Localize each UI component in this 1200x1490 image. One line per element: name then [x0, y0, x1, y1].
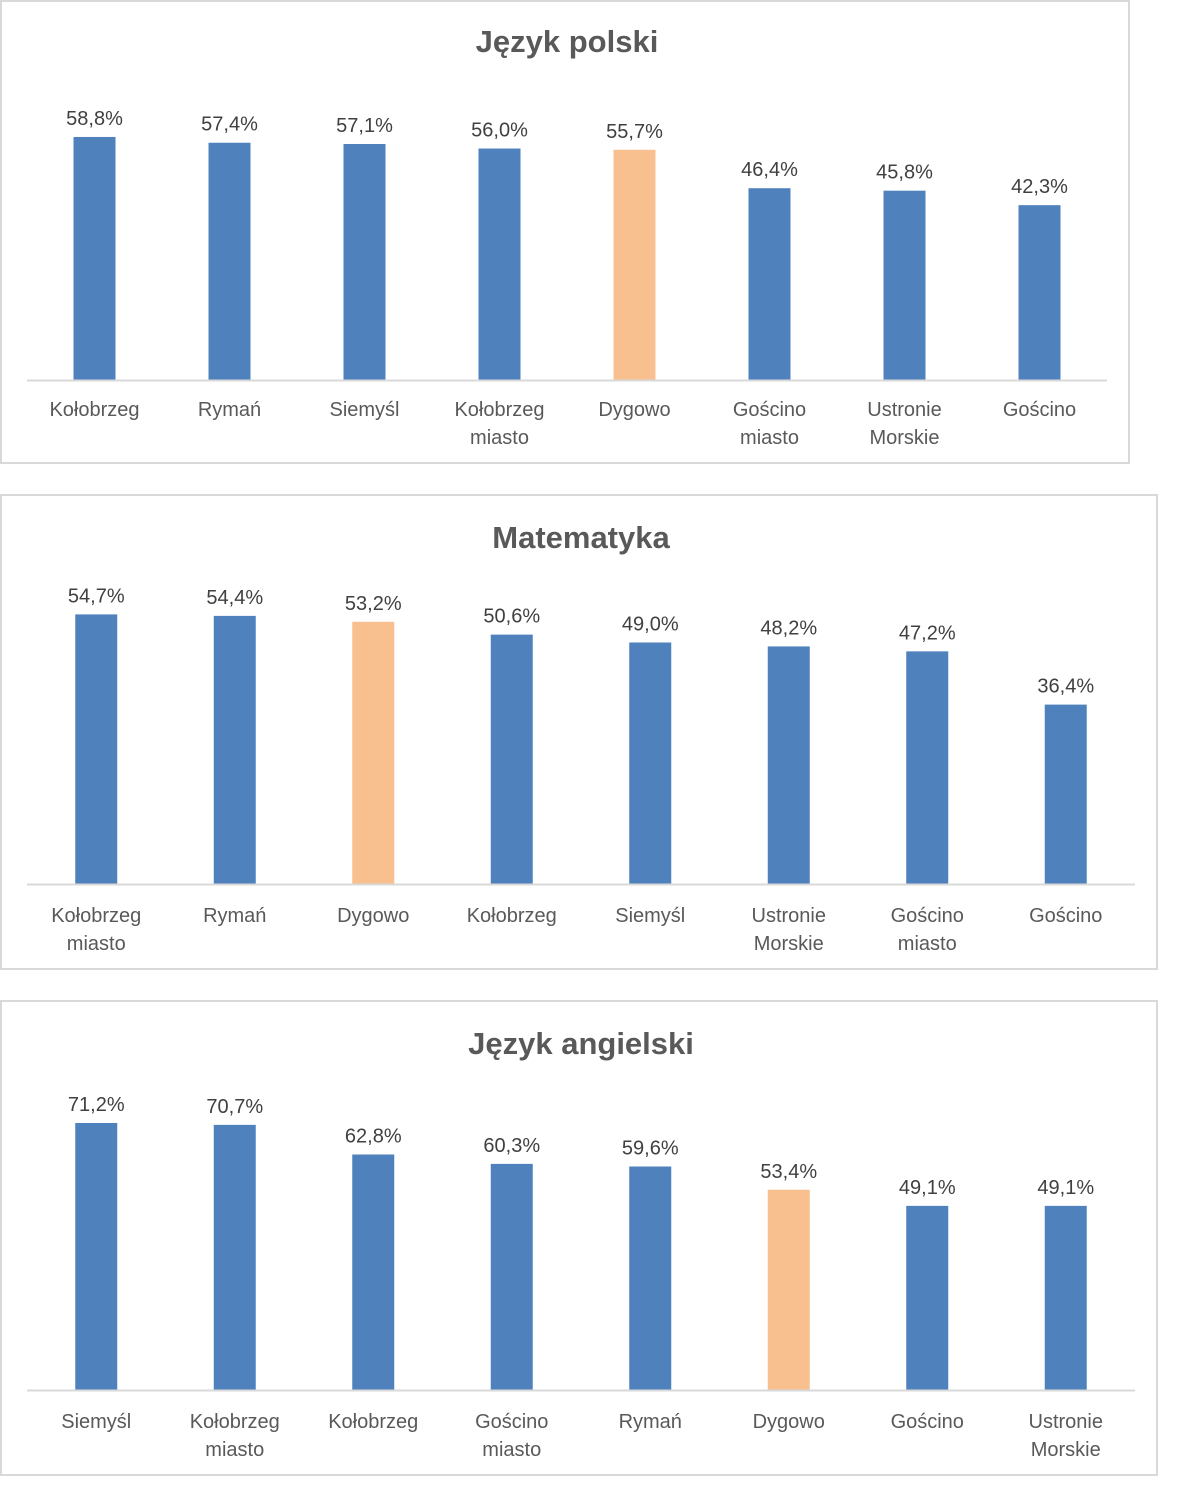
- data-label-jezyk-polski-6: 45,8%: [876, 162, 933, 184]
- category-label-jezyk-polski-1: Rymań: [198, 399, 261, 421]
- category-label-jezyk-polski-7: Gościno: [1003, 399, 1076, 421]
- bar-jezyk-polski-7: [1018, 205, 1061, 380]
- data-label-jezyk-angielski-6: 49,1%: [899, 1177, 956, 1199]
- category-label-jezyk-polski-5: Gościno miasto: [733, 399, 806, 449]
- data-label-jezyk-angielski-2: 62,8%: [345, 1126, 402, 1148]
- bar-jezyk-polski-2: [343, 143, 386, 380]
- bar-matematyka-0: [75, 614, 118, 884]
- category-label-jezyk-angielski-7: Ustronie Morskie: [1029, 1411, 1103, 1461]
- chart-panel-matematyka: Matematyka 54,7% Kołobrzeg miasto 54,4% Rymań…: [0, 494, 1158, 970]
- category-label-matematyka-2: Dygowo: [337, 905, 409, 927]
- category-label-jezyk-polski-6: Ustronie Morskie: [867, 399, 941, 449]
- category-label-matematyka-7: Gościno: [1029, 905, 1102, 927]
- data-label-jezyk-angielski-4: 59,6%: [622, 1138, 679, 1160]
- chart-svg-jezyk-polski: Język polski 58,8% Kołobrzeg 57,4% Rymań 57,1…: [27, 24, 1107, 449]
- bar-jezyk-polski-0: [73, 136, 116, 380]
- data-label-matematyka-2: 53,2%: [345, 593, 402, 615]
- data-label-jezyk-polski-5: 46,4%: [741, 159, 798, 181]
- data-label-matematyka-7: 36,4%: [1037, 676, 1094, 698]
- chart-title-jezyk-angielski: Język angielski: [468, 1026, 694, 1061]
- bar-matematyka-2: [352, 621, 395, 884]
- bar-matematyka-3: [490, 634, 533, 884]
- bar-matematyka-1: [213, 615, 256, 884]
- data-label-matematyka-4: 49,0%: [622, 614, 679, 636]
- category-label-jezyk-angielski-2: Kołobrzeg: [328, 1411, 418, 1433]
- bar-jezyk-angielski-1: [213, 1124, 256, 1390]
- data-label-matematyka-0: 54,7%: [68, 585, 125, 607]
- chart-title-jezyk-polski: Język polski: [476, 24, 659, 59]
- bar-jezyk-angielski-7: [1044, 1205, 1087, 1390]
- chart-title-matematyka: Matematyka: [492, 520, 670, 555]
- category-label-matematyka-1: Rymań: [203, 905, 266, 927]
- category-label-matematyka-6: Gościno miasto: [891, 905, 964, 955]
- data-label-jezyk-polski-3: 56,0%: [471, 120, 528, 142]
- bar-matematyka-5: [767, 646, 810, 884]
- data-label-matematyka-1: 54,4%: [206, 587, 263, 609]
- chart-svg-matematyka: Matematyka 54,7% Kołobrzeg miasto 54,4% Rymań…: [27, 520, 1135, 955]
- data-label-matematyka-6: 47,2%: [899, 622, 956, 644]
- category-label-matematyka-4: Siemyśl: [615, 905, 685, 927]
- bar-jezyk-angielski-6: [906, 1205, 949, 1390]
- bar-jezyk-angielski-0: [75, 1123, 118, 1390]
- data-label-jezyk-polski-2: 57,1%: [336, 115, 393, 137]
- category-label-jezyk-polski-0: Kołobrzeg: [49, 399, 139, 421]
- category-label-jezyk-polski-4: Dygowo: [598, 399, 670, 421]
- bar-matematyka-6: [906, 651, 949, 884]
- bar-jezyk-polski-6: [883, 190, 926, 380]
- category-label-matematyka-0: Kołobrzeg miasto: [51, 905, 141, 955]
- bar-jezyk-polski-4: [613, 149, 656, 380]
- bar-jezyk-angielski-3: [490, 1163, 533, 1390]
- category-label-jezyk-angielski-0: Siemyśl: [61, 1411, 131, 1433]
- bar-matematyka-4: [629, 642, 672, 884]
- chart-svg-jezyk-angielski: Język angielski 71,2% Siemyśl 70,7% Kołobrze…: [27, 1026, 1135, 1461]
- bar-jezyk-angielski-2: [352, 1154, 395, 1390]
- category-label-jezyk-angielski-4: Rymań: [619, 1411, 682, 1433]
- data-label-matematyka-5: 48,2%: [760, 617, 817, 639]
- category-label-jezyk-angielski-6: Gościno: [891, 1411, 964, 1433]
- bar-jezyk-polski-1: [208, 142, 251, 380]
- data-label-jezyk-polski-7: 42,3%: [1011, 176, 1068, 198]
- category-label-jezyk-polski-2: Siemyśl: [329, 399, 399, 421]
- data-label-jezyk-angielski-0: 71,2%: [68, 1094, 125, 1116]
- category-label-jezyk-angielski-3: Gościno miasto: [475, 1411, 548, 1461]
- bar-jezyk-angielski-4: [629, 1166, 672, 1390]
- data-label-matematyka-3: 50,6%: [483, 606, 540, 628]
- data-label-jezyk-angielski-5: 53,4%: [760, 1161, 817, 1183]
- chart-panel-jezyk-angielski: Język angielski 71,2% Siemyśl 70,7% Kołobrze…: [0, 1000, 1158, 1476]
- category-label-matematyka-5: Ustronie Morskie: [752, 905, 826, 955]
- data-label-jezyk-polski-0: 58,8%: [66, 108, 123, 130]
- data-label-jezyk-polski-4: 55,7%: [606, 121, 663, 143]
- category-label-jezyk-angielski-5: Dygowo: [753, 1411, 825, 1433]
- bar-jezyk-angielski-5: [767, 1189, 810, 1390]
- bar-jezyk-polski-5: [748, 188, 791, 380]
- data-label-jezyk-angielski-1: 70,7%: [206, 1096, 263, 1118]
- bar-jezyk-polski-3: [478, 148, 521, 380]
- category-label-jezyk-polski-3: Kołobrzeg miasto: [454, 399, 544, 449]
- category-label-matematyka-3: Kołobrzeg: [467, 905, 557, 927]
- data-label-jezyk-angielski-7: 49,1%: [1037, 1177, 1094, 1199]
- data-label-jezyk-polski-1: 57,4%: [201, 114, 258, 136]
- data-label-jezyk-angielski-3: 60,3%: [483, 1135, 540, 1157]
- category-label-jezyk-angielski-1: Kołobrzeg miasto: [190, 1411, 280, 1461]
- bar-matematyka-7: [1044, 704, 1087, 884]
- chart-panel-jezyk-polski: Język polski 58,8% Kołobrzeg 57,4% Rymań 57,1…: [0, 0, 1130, 464]
